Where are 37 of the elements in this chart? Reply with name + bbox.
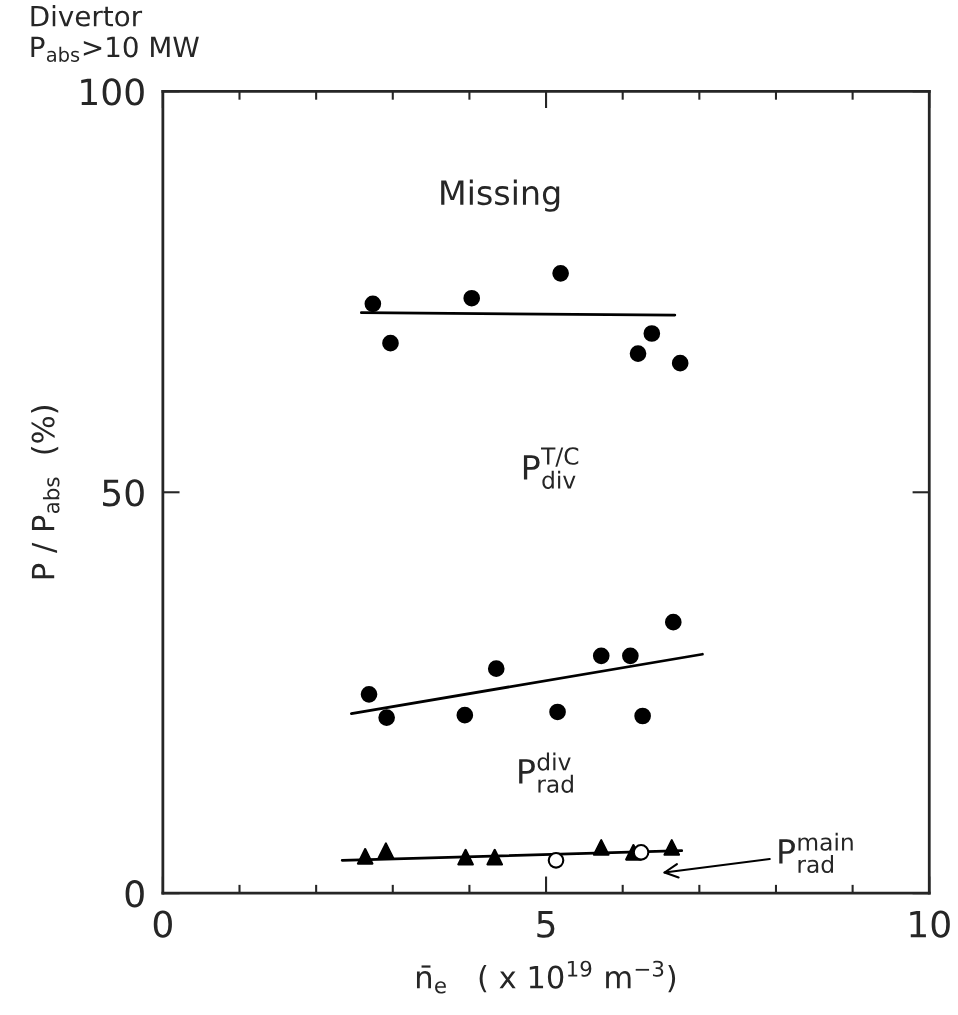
point — [547, 852, 565, 869]
point — [629, 345, 647, 362]
point — [663, 839, 681, 856]
point — [632, 843, 650, 861]
point — [622, 647, 639, 665]
x-tick-label: 5 — [537, 910, 555, 938]
point — [592, 839, 610, 856]
point — [382, 334, 399, 352]
point — [664, 613, 682, 631]
y-tick-label: 50 — [103, 479, 144, 507]
point — [364, 295, 382, 313]
point — [487, 660, 505, 678]
point — [378, 709, 395, 726]
point — [360, 686, 378, 703]
point — [486, 848, 504, 866]
point — [549, 703, 566, 721]
point — [456, 706, 474, 724]
point — [463, 289, 481, 307]
annotation: Missing — [441, 179, 560, 212]
point — [643, 325, 661, 342]
point — [356, 847, 374, 865]
annotation: P$^{T/C}$$_{div}$ — [523, 447, 579, 489]
point — [377, 842, 395, 860]
x-tick-label: 0 — [153, 910, 172, 938]
annotation: P$^{div}$$_{rad}$ — [519, 752, 573, 793]
point — [552, 265, 569, 282]
x-tick-label: 10 — [910, 910, 950, 938]
point — [592, 647, 610, 665]
annotation: P$^{main}$$_{rad}$ — [779, 832, 853, 874]
chart-title: Divertor P$_{abs}$>10 MW — [31, 5, 199, 62]
point — [671, 354, 689, 372]
y-tick-label: 0 — [125, 880, 144, 908]
y-axis-title: P / P$_{abs}$ (%) — [31, 405, 60, 579]
y-tick-label: 100 — [81, 78, 144, 106]
point — [457, 848, 474, 866]
text: n̄$_{e}$ ( x 10$^{19}$ m$^{−3}$) — [416, 960, 676, 994]
point — [634, 707, 651, 725]
